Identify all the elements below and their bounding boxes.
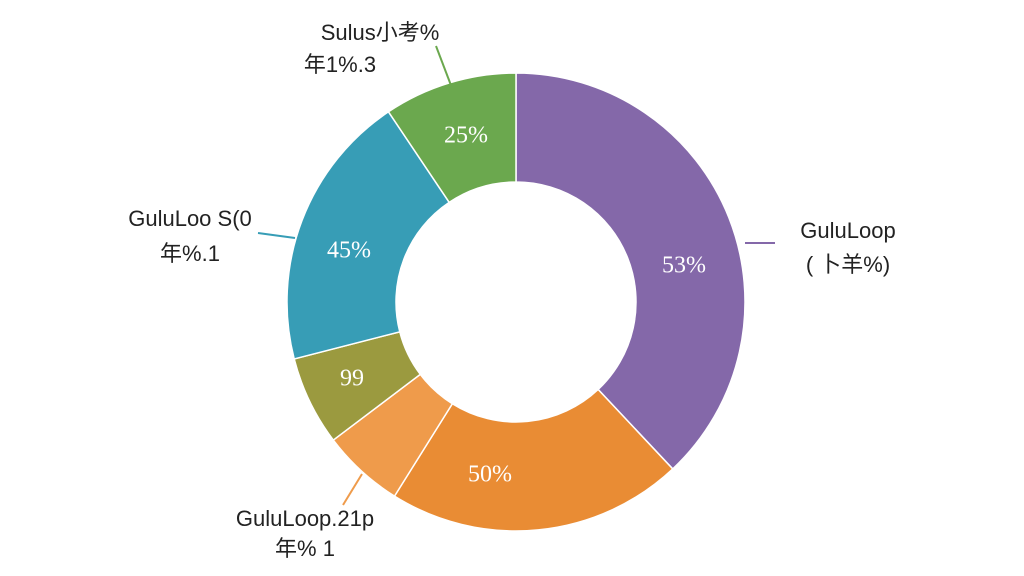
slice-label: 99	[340, 366, 364, 392]
category-label: GuluLoo S(0	[128, 206, 252, 231]
slice-label: 53%	[662, 253, 706, 279]
category-label: GuluLoop	[800, 218, 895, 243]
slice-label: 50%	[468, 462, 512, 488]
category-label: Sulus小考%	[321, 20, 440, 45]
leader-line	[257, 232, 296, 239]
category-sublabel: 年%.1	[160, 241, 220, 266]
donut-slice	[286, 110, 451, 360]
leader-line	[342, 473, 363, 506]
category-sublabel: 年1%.3	[304, 52, 376, 77]
donut-slice	[393, 388, 674, 532]
donut-slice	[515, 72, 746, 470]
slice-label: 45%	[327, 238, 371, 264]
slice-label: 25%	[444, 123, 488, 149]
donut-slice	[387, 72, 517, 204]
category-sublabel: 年% 1	[275, 536, 335, 561]
category-label: GuluLoop.21p	[236, 506, 374, 531]
leader-line	[435, 45, 453, 89]
category-sublabel: ( 卜羊%)	[806, 252, 890, 277]
